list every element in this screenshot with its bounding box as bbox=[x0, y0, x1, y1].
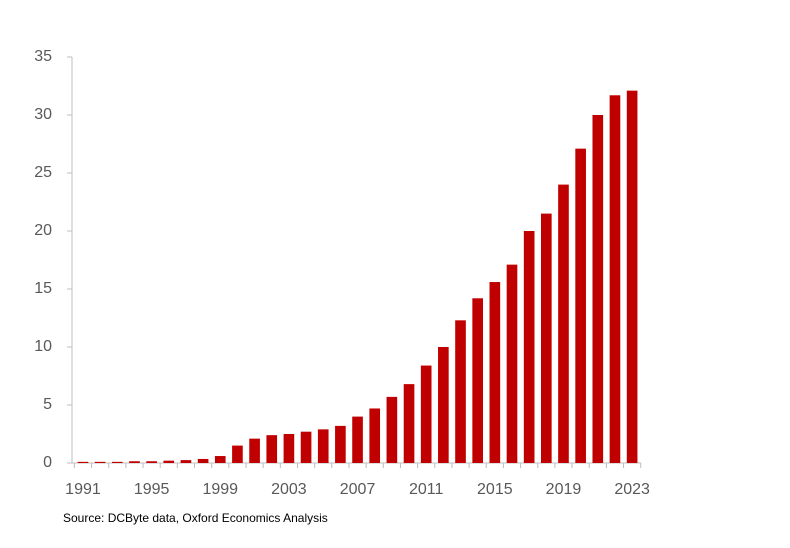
y-tick-label: 20 bbox=[34, 222, 52, 239]
bar bbox=[506, 264, 518, 463]
source-note: Source: DCByte data, Oxford Economics An… bbox=[63, 511, 328, 525]
y-tick-label: 15 bbox=[34, 280, 52, 297]
y-tick-label: 30 bbox=[34, 106, 52, 123]
y-tick-label: 35 bbox=[34, 48, 52, 65]
x-tick-label: 2023 bbox=[614, 481, 650, 498]
x-tick-label: 2011 bbox=[409, 481, 444, 498]
x-tick-label: 2007 bbox=[340, 481, 376, 498]
y-tick-label: 10 bbox=[34, 338, 52, 355]
bar bbox=[609, 95, 621, 463]
bar bbox=[163, 460, 175, 463]
bar bbox=[592, 115, 604, 463]
bar bbox=[266, 435, 278, 463]
bar bbox=[369, 408, 381, 463]
bar bbox=[283, 434, 295, 463]
x-tick-label: 1995 bbox=[134, 481, 170, 498]
x-tick-label: 2019 bbox=[546, 481, 582, 498]
bar bbox=[197, 458, 209, 463]
bar bbox=[455, 320, 466, 463]
bar bbox=[146, 461, 157, 463]
x-tick-label: 1991 bbox=[65, 481, 101, 498]
bar bbox=[438, 347, 449, 463]
bar bbox=[129, 461, 140, 463]
bar bbox=[472, 298, 483, 463]
bar bbox=[386, 396, 398, 463]
y-tick-label: 25 bbox=[34, 164, 52, 181]
bar bbox=[180, 460, 192, 463]
bar bbox=[300, 431, 312, 463]
bar bbox=[232, 445, 243, 463]
bar bbox=[317, 429, 329, 463]
bar bbox=[540, 213, 552, 463]
bar bbox=[352, 416, 363, 463]
bar bbox=[335, 425, 346, 463]
bar bbox=[558, 184, 569, 463]
x-tick-label: 2003 bbox=[271, 481, 307, 498]
bar bbox=[575, 148, 586, 463]
bar bbox=[94, 461, 106, 463]
bar bbox=[489, 282, 501, 463]
bar bbox=[523, 231, 535, 463]
x-tick-label: 1999 bbox=[202, 481, 238, 498]
x-tick-label: 2015 bbox=[477, 481, 513, 498]
bar bbox=[111, 461, 123, 463]
bar bbox=[403, 384, 415, 463]
bar bbox=[420, 365, 432, 463]
bar bbox=[214, 456, 226, 463]
bar bbox=[77, 461, 89, 463]
bar bbox=[249, 438, 260, 463]
bar bbox=[626, 90, 638, 463]
y-tick-label: 0 bbox=[43, 454, 52, 471]
y-tick-label: 5 bbox=[43, 396, 52, 413]
